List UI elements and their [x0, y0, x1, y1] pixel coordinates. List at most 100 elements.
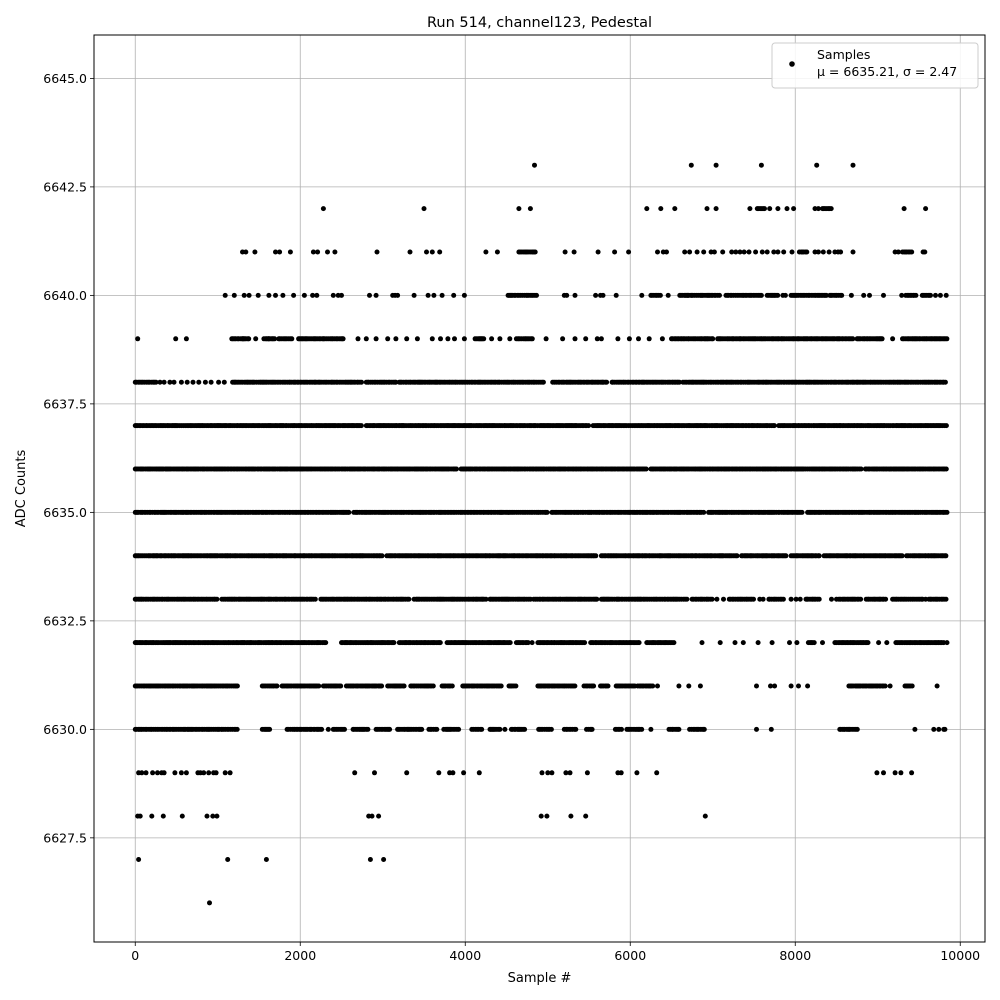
data-point	[325, 726, 331, 732]
data-point	[933, 292, 938, 298]
data-point	[372, 770, 377, 776]
data-point	[755, 640, 761, 646]
data-point	[740, 640, 746, 646]
data-point	[713, 206, 719, 212]
data-point	[782, 292, 788, 298]
data-point	[243, 249, 249, 255]
data-point	[684, 596, 690, 602]
data-point	[781, 249, 787, 255]
data-point	[438, 336, 443, 342]
data-point	[912, 726, 918, 732]
data-point	[876, 640, 882, 646]
data-point	[310, 292, 316, 298]
data-point	[545, 770, 551, 776]
data-point	[439, 292, 445, 298]
data-point	[342, 726, 347, 732]
data-point	[816, 553, 822, 559]
data-point	[369, 813, 375, 819]
data-point	[563, 770, 569, 776]
data-point	[196, 379, 202, 385]
data-point	[589, 726, 595, 732]
y-tick-label: 6637.5	[43, 396, 87, 411]
data-point	[332, 249, 338, 255]
data-point	[319, 726, 325, 732]
data-point	[788, 596, 794, 602]
data-point	[791, 206, 797, 212]
data-point	[434, 726, 440, 732]
data-point	[672, 206, 678, 212]
data-point	[701, 726, 707, 732]
data-point	[934, 683, 940, 689]
data-point	[540, 379, 546, 385]
data-point	[207, 900, 212, 906]
data-point	[737, 249, 743, 255]
data-point	[289, 336, 295, 342]
data-point	[850, 162, 856, 168]
data-point	[234, 726, 240, 732]
data-point	[358, 423, 364, 429]
data-point	[928, 292, 933, 298]
data-point	[788, 683, 794, 689]
data-point	[881, 292, 886, 298]
data-point	[171, 379, 177, 385]
data-point	[591, 683, 597, 689]
data-point	[241, 292, 247, 298]
data-point	[320, 206, 326, 212]
data-point	[805, 683, 811, 689]
data-point	[497, 726, 503, 732]
data-point	[449, 683, 455, 689]
data-point	[544, 813, 550, 819]
data-point	[359, 379, 364, 385]
data-point	[178, 379, 184, 385]
data-point	[733, 249, 739, 255]
data-point	[586, 423, 592, 429]
data-point	[594, 596, 600, 602]
data-point	[676, 726, 682, 732]
data-point	[758, 292, 764, 298]
data-point	[291, 292, 297, 298]
data-point	[850, 249, 856, 255]
data-point	[604, 379, 610, 385]
data-point	[155, 770, 160, 776]
data-point	[892, 770, 898, 776]
data-point	[775, 292, 781, 298]
data-point	[909, 770, 915, 776]
data-point	[513, 683, 519, 689]
y-tick-label: 6642.5	[43, 179, 87, 194]
data-point	[312, 596, 318, 602]
data-point	[759, 249, 765, 255]
data-point	[568, 813, 574, 819]
data-point	[483, 596, 489, 602]
data-point	[794, 640, 800, 646]
data-point	[202, 379, 208, 385]
data-point	[436, 770, 442, 776]
data-point	[363, 336, 369, 342]
data-point	[314, 292, 320, 298]
data-point	[367, 292, 372, 298]
y-tick-label: 6635.0	[43, 505, 87, 520]
legend-stats: μ = 6635.21, σ = 2.47	[817, 64, 957, 79]
data-point	[879, 336, 885, 342]
data-point	[157, 379, 163, 385]
data-point	[246, 292, 252, 298]
data-point	[489, 336, 495, 342]
data-point	[839, 292, 845, 298]
data-point	[732, 640, 738, 646]
data-point	[222, 292, 228, 298]
data-point	[213, 770, 219, 776]
data-point	[150, 770, 156, 776]
data-point	[655, 249, 660, 255]
legend-marker	[789, 61, 795, 67]
data-point	[654, 770, 660, 776]
data-point	[525, 640, 531, 646]
data-point	[775, 249, 781, 255]
data-point	[901, 206, 907, 212]
data-point	[648, 726, 654, 732]
data-point	[771, 423, 777, 429]
data-point	[768, 683, 773, 689]
data-point	[454, 466, 459, 472]
data-point	[310, 249, 316, 255]
data-point	[404, 336, 410, 342]
data-point	[539, 770, 545, 776]
